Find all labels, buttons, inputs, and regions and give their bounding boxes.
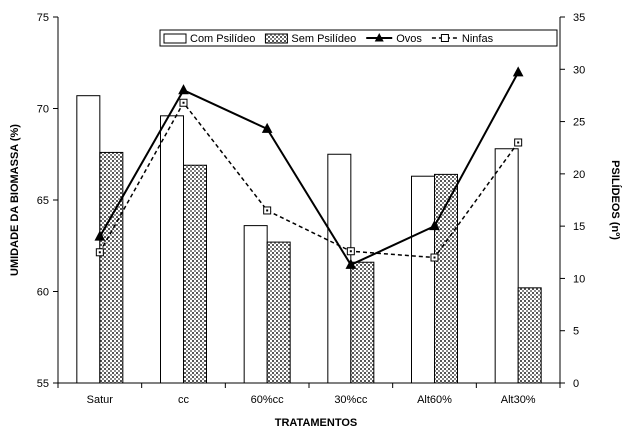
line-ninfas: [99, 101, 519, 259]
y2-tick-label: 35: [573, 12, 585, 24]
x-tick-label: Alt30%: [501, 394, 536, 406]
legend-label: Ovos: [396, 33, 422, 45]
point-ninfas-dot: [182, 101, 185, 104]
point-ovos: [261, 122, 273, 133]
y-tick-label: 60: [37, 287, 49, 299]
point-ninfas-dot: [266, 209, 269, 212]
legend-label: Sem Psilídeo: [291, 33, 356, 45]
x-tick-label: Alt60%: [417, 394, 452, 406]
bar-sem-psilideo: [99, 151, 124, 384]
legend-marker-ovos: [374, 33, 384, 42]
point-ovos: [178, 84, 189, 95]
bar-sem-psilideo: [183, 164, 207, 384]
point-ninfas-dot: [433, 256, 436, 259]
y-axis-title: UMIDADE DA BIOMASSA (%): [9, 124, 21, 276]
bar-com-psilideo: [494, 148, 519, 384]
legend-marker-ninfas: [440, 34, 449, 42]
x-tick-label: 30%cc: [334, 394, 368, 406]
line-ovos: [98, 71, 520, 267]
bar-sem-psilideo: [266, 241, 291, 384]
legend-label: Com Psilídeo: [190, 33, 255, 45]
axes-layer: 55 60 65 70 75 0 5 10 15 20 25 30 35 Satur cc 60%cc 30%c…: [37, 12, 586, 406]
point-ninfas-dot: [517, 141, 520, 144]
point-ninfas-dot: [349, 250, 352, 253]
y-tick-label: 70: [37, 104, 49, 116]
y-tick-label: 55: [37, 378, 49, 390]
point-ninfas-dot: [98, 251, 101, 254]
point-ovos: [512, 66, 524, 77]
y2-tick-label: 15: [573, 221, 585, 233]
legend-box: [159, 29, 558, 47]
bar-com-psilideo: [160, 115, 184, 384]
bar-com-psilideo: [243, 225, 268, 384]
y2-tick-label: 0: [573, 378, 579, 390]
y2-tick-label: 30: [573, 64, 585, 76]
bar-sem-psilideo: [517, 287, 542, 384]
y2-tick-label: 25: [573, 117, 585, 129]
y-tick-label: 75: [37, 12, 49, 24]
point-ovos: [94, 230, 106, 241]
legend: Com Psilídeo Sem Psilídeo Ovos Ninfas: [159, 29, 558, 47]
bar-com-psilideo: [411, 175, 435, 384]
x-tick-label: 60%cc: [251, 394, 285, 406]
bar-sem-psilideo: [350, 261, 375, 384]
y2-tick-label: 5: [573, 326, 579, 338]
legend-swatch-1: [264, 33, 288, 44]
y2-tick-label: 20: [573, 169, 585, 181]
lines-layer: [94, 66, 524, 269]
legend-swatch-0: [163, 33, 187, 44]
point-ovos: [429, 220, 440, 231]
y-tick-label: 65: [37, 195, 49, 207]
x-tick-label: Satur: [87, 394, 114, 406]
y2-axis-title: PSILÍDEOS (nº): [609, 160, 622, 240]
bars-layer: [76, 95, 542, 384]
point-ovos: [345, 258, 357, 269]
x-axis-title: TRATAMENTOS: [275, 417, 358, 429]
x-tick-label: cc: [178, 394, 190, 406]
legend-label: Ninfas: [462, 33, 494, 45]
y2-tick-label: 10: [573, 273, 585, 285]
